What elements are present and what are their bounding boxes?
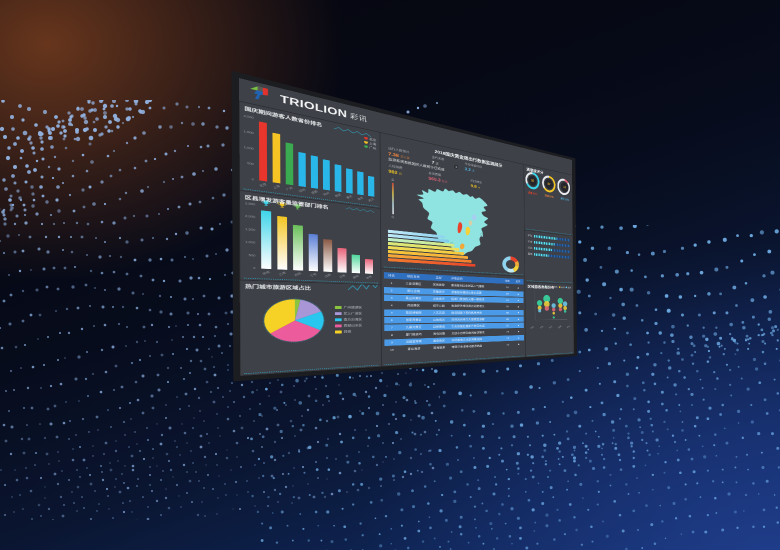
svg-text:87: 87	[548, 183, 551, 187]
svg-text:95: 95	[531, 179, 534, 183]
svg-text:12: 12	[563, 186, 566, 190]
